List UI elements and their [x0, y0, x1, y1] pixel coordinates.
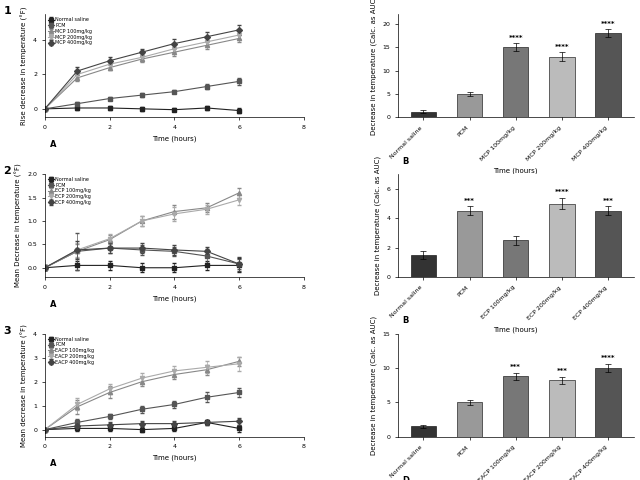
Text: B: B: [403, 156, 409, 166]
Bar: [595, 33, 621, 118]
X-axis label: Time (hours): Time (hours): [493, 326, 538, 333]
Y-axis label: Mean Decrease in temperature (°F): Mean Decrease in temperature (°F): [15, 164, 22, 288]
Text: A: A: [50, 300, 56, 309]
Y-axis label: Mean decrease in temperature (°F): Mean decrease in temperature (°F): [20, 324, 28, 447]
Text: ****: ****: [555, 189, 569, 195]
Bar: [457, 402, 483, 437]
Text: B: B: [403, 316, 409, 325]
Text: ****: ****: [555, 44, 569, 50]
Bar: [503, 47, 529, 118]
Text: D: D: [403, 476, 410, 480]
Bar: [595, 368, 621, 437]
Text: ***: ***: [510, 364, 521, 371]
Y-axis label: Decrease in temperature (Calc. as AUC): Decrease in temperature (Calc. as AUC): [374, 156, 381, 295]
Y-axis label: Decrease in temperature (Calc. as AUC): Decrease in temperature (Calc. as AUC): [371, 0, 377, 135]
X-axis label: Time (hours): Time (hours): [152, 295, 196, 302]
Bar: [457, 211, 483, 277]
Bar: [595, 211, 621, 277]
X-axis label: Time (hours): Time (hours): [152, 136, 196, 142]
Bar: [503, 240, 529, 277]
Y-axis label: Rise decrease in temperature (°F): Rise decrease in temperature (°F): [20, 7, 28, 125]
Text: 2: 2: [3, 166, 11, 176]
Text: ***: ***: [464, 198, 475, 204]
Text: ***: ***: [557, 369, 568, 374]
Text: ***: ***: [603, 198, 614, 204]
Bar: [457, 94, 483, 118]
Bar: [411, 427, 436, 437]
Bar: [549, 381, 575, 437]
Text: ****: ****: [601, 355, 616, 361]
Y-axis label: Decrease in temperature (Calc. as AUC): Decrease in temperature (Calc. as AUC): [371, 316, 377, 455]
Bar: [411, 112, 436, 118]
Bar: [549, 204, 575, 277]
Bar: [503, 376, 529, 437]
Bar: [411, 255, 436, 277]
Legend: Normal saline, PCM, EACP 100mg/kg, EACP 200mg/kg, EACP 400mg/kg: Normal saline, PCM, EACP 100mg/kg, EACP …: [47, 336, 95, 365]
Text: 3: 3: [3, 325, 11, 336]
Legend: Normal saline, PCM, ECP 100mg/kg, ECP 200mg/kg, ECP 400mg/kg: Normal saline, PCM, ECP 100mg/kg, ECP 20…: [47, 177, 92, 205]
Legend: Normal saline, PCM, MCP 100mg/kg, MCP 200mg/kg, MCP 400mg/kg: Normal saline, PCM, MCP 100mg/kg, MCP 20…: [47, 17, 93, 46]
X-axis label: Time (hours): Time (hours): [152, 455, 196, 461]
Text: A: A: [50, 140, 56, 149]
Text: A: A: [50, 459, 56, 468]
Text: ****: ****: [601, 21, 616, 27]
Text: 1: 1: [3, 6, 11, 16]
X-axis label: Time (hours): Time (hours): [493, 168, 538, 174]
Text: ****: ****: [509, 35, 523, 41]
Bar: [549, 57, 575, 118]
